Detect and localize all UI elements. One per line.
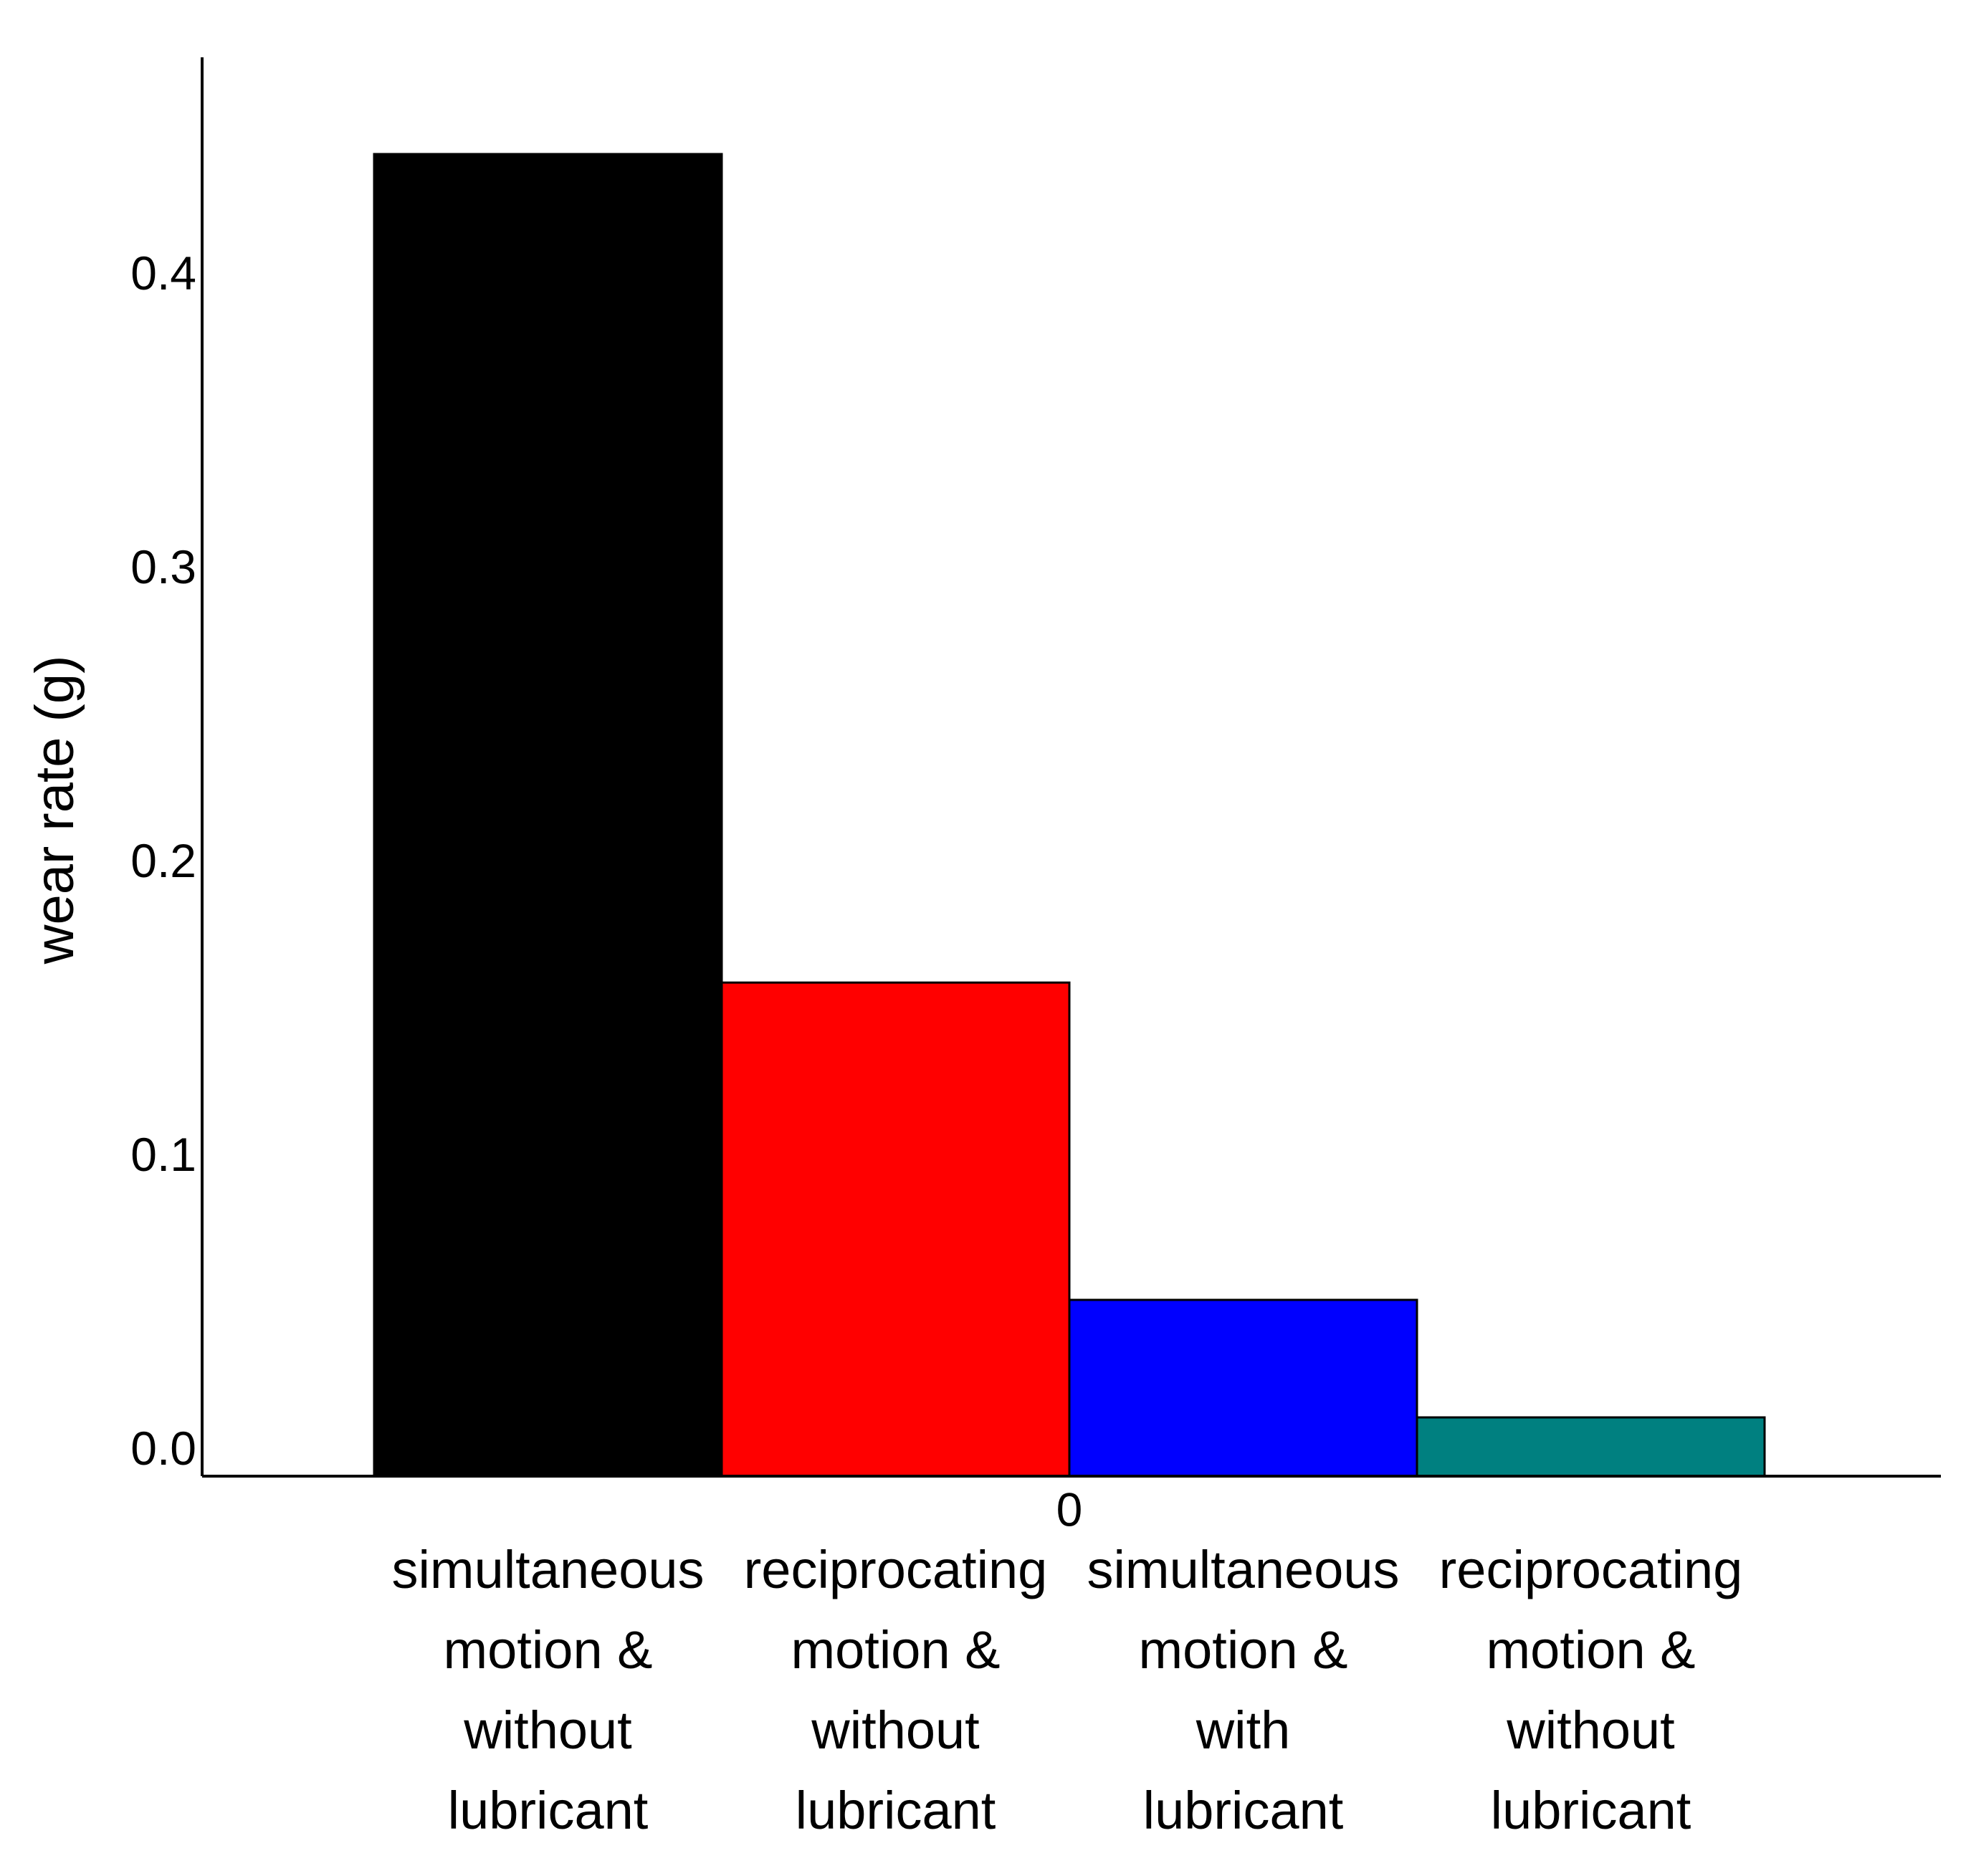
bars-group — [373, 153, 1766, 1478]
y-tick-label: 0.0 — [130, 1422, 196, 1475]
axes-group — [201, 57, 1941, 1478]
category-label-line: without — [463, 1700, 632, 1760]
category-label-line: simultaneous — [391, 1540, 704, 1599]
y-tick-labels: 0.0 0.1 0.2 0.3 0.4 — [130, 247, 196, 1475]
category-label-line: reciprocating — [744, 1540, 1048, 1599]
x-axis-tick-label: 0 — [1056, 1483, 1083, 1536]
category-label-line: motion & — [443, 1620, 652, 1680]
category-label-line: with — [1196, 1700, 1291, 1760]
y-tick-label: 0.3 — [130, 540, 196, 593]
category-label-3: simultaneous motion & with lubricant — [1087, 1540, 1399, 1840]
category-label-line: motion & — [1486, 1620, 1695, 1680]
bar-3 — [1068, 1298, 1418, 1478]
bar-1 — [373, 153, 723, 1478]
category-label-line: lubricant — [1491, 1781, 1691, 1840]
category-label-line: lubricant — [1143, 1781, 1344, 1840]
category-label-line: motion & — [791, 1620, 1000, 1680]
category-label-line: lubricant — [796, 1781, 996, 1840]
y-axis-title: wear rate (g) — [24, 656, 85, 965]
category-label-1: simultaneous motion & without lubricant — [391, 1540, 704, 1840]
y-tick-label: 0.4 — [130, 247, 196, 300]
category-label-line: lubricant — [448, 1781, 649, 1840]
y-tick-label: 0.1 — [130, 1128, 196, 1181]
category-label-line: motion & — [1138, 1620, 1347, 1680]
category-label-line: without — [1506, 1700, 1675, 1760]
bar-2 — [720, 981, 1071, 1478]
category-label-line: simultaneous — [1087, 1540, 1399, 1599]
category-label-line: without — [811, 1700, 980, 1760]
category-label-4: reciprocating motion & without lubricant — [1439, 1540, 1743, 1840]
y-tick-label: 0.2 — [130, 834, 196, 887]
category-label-line: reciprocating — [1439, 1540, 1743, 1599]
category-label-2: reciprocating motion & without lubricant — [744, 1540, 1048, 1840]
bar-4 — [1416, 1416, 1766, 1478]
